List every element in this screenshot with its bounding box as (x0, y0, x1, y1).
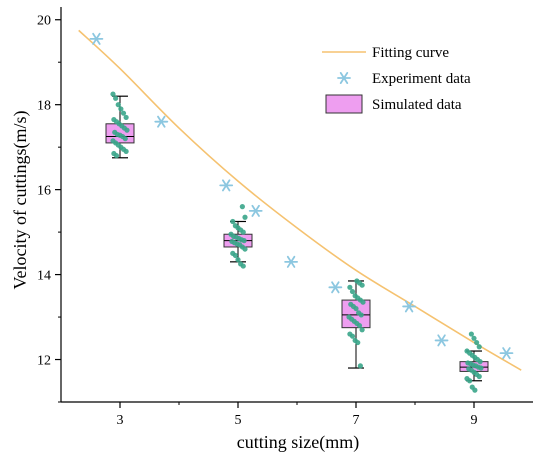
legend-item-3: Simulated data (325, 94, 462, 114)
x-tick-label: 7 (353, 413, 360, 428)
experiment-point (328, 281, 343, 294)
box-group-7 (341, 278, 371, 369)
star-stroke (92, 32, 101, 45)
y-tick-label: 16 (37, 184, 51, 199)
simulated-point (123, 148, 129, 155)
simulated-point (239, 204, 245, 210)
star-stroke (251, 204, 260, 217)
simulated-point (355, 339, 361, 346)
legend-box-swatch (325, 94, 363, 114)
simulated-point (467, 378, 473, 384)
simulated-point (242, 214, 248, 220)
box-group-3 (105, 91, 135, 159)
simulated-point (476, 344, 482, 350)
star-stroke (339, 72, 349, 84)
simulated-point (240, 263, 246, 269)
star-stroke (286, 255, 296, 268)
simulated-point (120, 110, 127, 116)
simulated-point (477, 359, 483, 365)
simulated-point (471, 335, 477, 341)
simulated-point (124, 127, 130, 133)
y-tick-label: 18 (37, 99, 51, 114)
star-stroke (157, 115, 166, 128)
box-group-5 (223, 204, 253, 269)
simulated-point (122, 136, 128, 142)
simulated-point (235, 257, 241, 263)
star-stroke (331, 281, 340, 294)
fitting-curve-line (78, 29, 522, 371)
simulated-point (349, 288, 356, 295)
x-tick-label: 3 (117, 413, 124, 428)
simulated-point (478, 365, 484, 371)
legend-label: Experiment data (372, 71, 471, 87)
y-axis-title: Velocity of cuttings(m/s) (10, 111, 31, 290)
simulated-point (472, 387, 478, 393)
simulated-point (240, 229, 246, 235)
simulated-point (347, 284, 353, 290)
simulated-point (349, 333, 356, 339)
experiment-point (284, 255, 299, 268)
simulated-point (468, 331, 474, 337)
simulated-point (241, 238, 247, 244)
simulated-point (360, 299, 366, 305)
simulated-point (232, 252, 238, 259)
simulated-point (115, 102, 121, 108)
axes: 3 5 7 9 12 14 16 18 20 (37, 7, 533, 428)
experiment-point (402, 300, 417, 313)
box-group-9 (459, 331, 489, 393)
simulated-point (242, 246, 248, 252)
legend-label: Fitting curve (372, 45, 449, 61)
simulated-point (118, 106, 124, 112)
plot-area (78, 29, 522, 393)
y-tick-label: 14 (37, 269, 51, 284)
simulated-point (357, 363, 363, 369)
legend-item-2: Experiment data (337, 71, 471, 87)
simulated-point (110, 91, 116, 97)
star-stroke (502, 347, 511, 360)
experiment-point (248, 204, 263, 217)
simulated-point (358, 312, 364, 318)
simulated-point (123, 114, 129, 121)
simulated-point (474, 339, 480, 346)
simulated-point (359, 327, 365, 333)
simulated-point (353, 305, 359, 312)
legend-item-1: Fitting curve (322, 45, 449, 61)
experiment-point (434, 334, 449, 347)
experiment-point (89, 32, 104, 45)
simulated-point (356, 322, 363, 329)
legend-label: Simulated data (372, 97, 462, 113)
y-tick-label: 12 (37, 354, 51, 369)
star-stroke (404, 300, 414, 313)
experiment-point (499, 347, 514, 360)
experiment-point (219, 179, 234, 192)
simulated-point (113, 153, 120, 159)
legend: Fitting curve Experiment data Simulated da… (322, 45, 471, 114)
star-stroke (221, 179, 231, 192)
x-tick-label: 9 (471, 413, 478, 428)
x-axis-title: cutting size(mm) (237, 432, 359, 453)
simulated-point (476, 373, 482, 380)
legend-star-swatch (337, 72, 351, 84)
simulated-point (359, 282, 365, 288)
y-tick-label: 20 (37, 14, 51, 29)
x-tick-label: 5 (235, 413, 242, 428)
experiment-point (154, 115, 169, 128)
star-stroke (437, 334, 446, 347)
simulated-point (230, 218, 236, 225)
simulated-point (113, 95, 119, 101)
